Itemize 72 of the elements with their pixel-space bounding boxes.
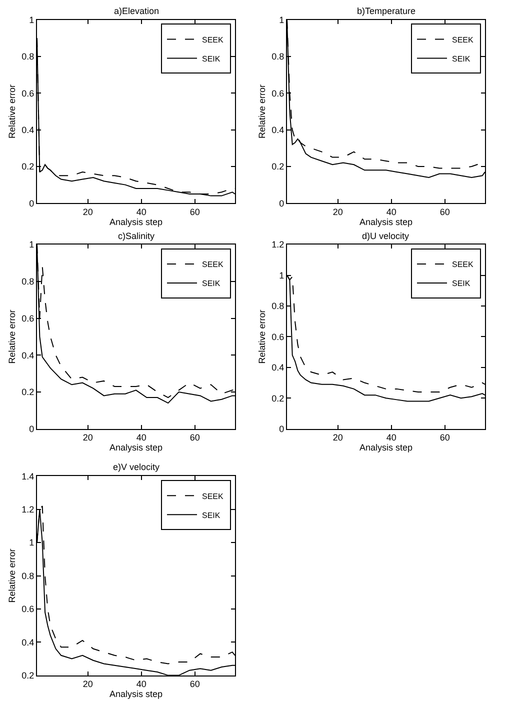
- x-tick-label: 40: [136, 679, 146, 690]
- y-axis-title: Relative error: [7, 84, 18, 138]
- x-axis-title: Analysis step: [359, 216, 413, 227]
- y-tick-label: 0.4: [272, 124, 284, 135]
- x-axis-title: Analysis step: [109, 689, 163, 700]
- y-tick-label: 0.6: [272, 88, 284, 98]
- legend-label: SEEK: [202, 35, 224, 44]
- y-tick-label: 0: [279, 198, 284, 208]
- x-tick-label: 20: [82, 206, 93, 217]
- y-axis-title: Relative error: [257, 84, 268, 138]
- legend-label: SEIK: [202, 54, 221, 64]
- chart-title: d)U velocity: [362, 231, 410, 241]
- x-tick-label: 20: [82, 679, 93, 690]
- x-axis-title: Analysis step: [109, 442, 163, 453]
- legend-label: SEEK: [452, 260, 474, 270]
- y-axis-title: Relative error: [257, 310, 268, 364]
- y-tick-label: 0.2: [22, 670, 34, 680]
- y-tick-label: 0.2: [272, 393, 284, 404]
- y-tick-label: 0.8: [22, 52, 34, 62]
- y-tick-label: 0.4: [22, 637, 34, 648]
- x-tick-label: 60: [190, 679, 200, 690]
- y-tick-label: 0.2: [272, 162, 284, 172]
- chart-title: a)Elevation: [114, 6, 160, 16]
- y-tick-label: 1.2: [22, 504, 34, 515]
- chart-title: e)V velocity: [113, 462, 160, 472]
- y-tick-label: 1: [29, 14, 34, 25]
- y-tick-label: 0.6: [22, 313, 34, 324]
- x-tick-label: 60: [440, 206, 450, 217]
- legend-label: SEIK: [202, 510, 221, 520]
- y-tick-label: 0: [29, 424, 34, 434]
- y-tick-label: 1: [29, 538, 34, 548]
- legend-label: SEEK: [202, 260, 224, 270]
- legend-label: SEIK: [452, 54, 471, 64]
- y-tick-label: 1: [279, 270, 284, 280]
- x-tick-label: 60: [190, 206, 200, 217]
- x-axis-title: Analysis step: [359, 442, 413, 453]
- x-tick-label: 40: [136, 432, 146, 443]
- y-tick-label: 1: [279, 14, 284, 25]
- x-tick-label: 40: [136, 206, 146, 217]
- x-tick-label: 40: [386, 432, 396, 443]
- y-tick-label: 0.4: [22, 350, 34, 360]
- y-tick-label: 0.8: [272, 52, 284, 62]
- chart-title: b)Temperature: [357, 6, 416, 16]
- y-tick-label: 0.6: [272, 332, 284, 342]
- y-tick-label: 0.8: [22, 570, 34, 581]
- y-tick-label: 0.2: [22, 387, 34, 398]
- y-tick-label: 1.2: [272, 240, 284, 250]
- y-tick-label: 0.4: [272, 362, 284, 373]
- x-tick-label: 20: [82, 432, 93, 443]
- y-axis-title: Relative error: [7, 548, 18, 603]
- y-tick-label: 0: [279, 424, 284, 434]
- x-tick-label: 20: [332, 432, 343, 443]
- legend-label: SEIK: [452, 279, 471, 288]
- y-axis-title: Relative error: [7, 310, 18, 364]
- x-tick-label: 60: [440, 432, 450, 443]
- x-tick-label: 20: [332, 206, 343, 217]
- y-tick-label: 0.6: [22, 88, 34, 98]
- x-axis-title: Analysis step: [109, 216, 163, 227]
- x-tick-label: 40: [386, 206, 396, 217]
- y-tick-label: 0.2: [22, 162, 34, 172]
- y-tick-label: 0.8: [272, 301, 284, 312]
- legend-label: SEIK: [202, 279, 221, 288]
- y-tick-label: 0.6: [22, 604, 34, 614]
- y-tick-label: 0.4: [22, 124, 34, 135]
- y-tick-label: 1.4: [22, 471, 34, 482]
- chart-title: c)Salinity: [118, 231, 156, 241]
- y-tick-label: 1: [29, 240, 34, 250]
- y-tick-label: 0.8: [22, 276, 34, 287]
- y-tick-label: 0: [29, 198, 34, 208]
- x-tick-label: 60: [190, 432, 200, 443]
- legend-label: SEEK: [452, 35, 474, 44]
- legend-label: SEEK: [202, 492, 224, 501]
